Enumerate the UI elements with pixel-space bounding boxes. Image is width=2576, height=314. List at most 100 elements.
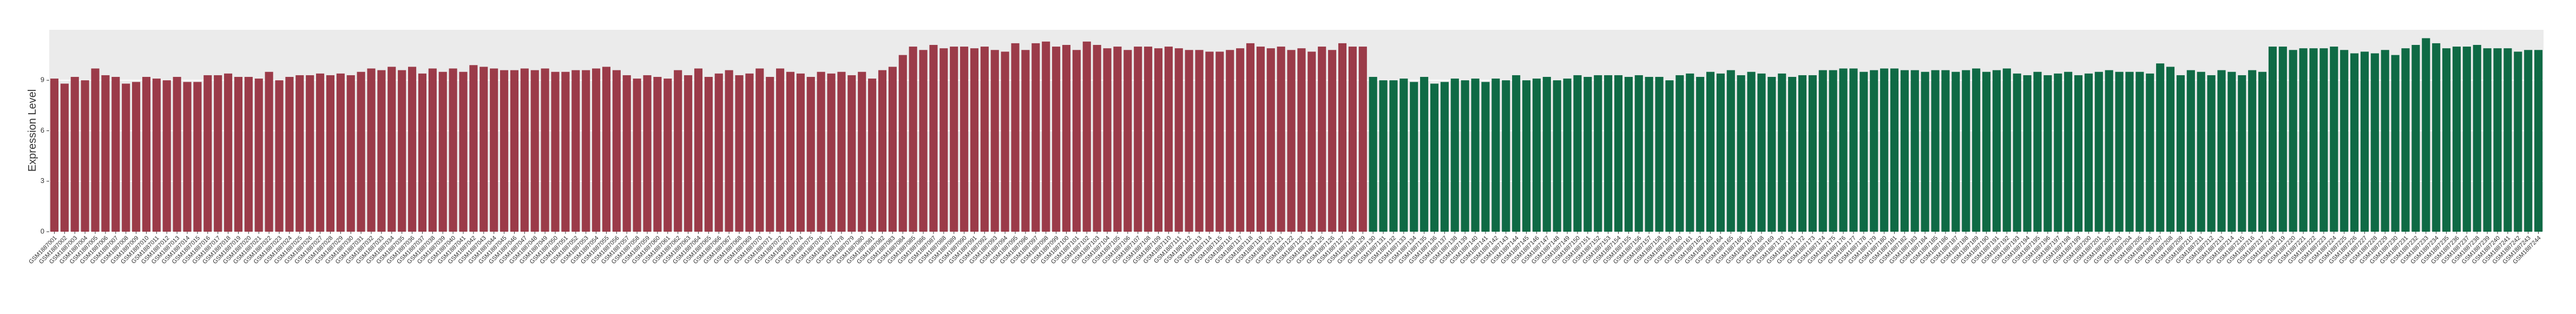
bar bbox=[2176, 75, 2185, 232]
bar bbox=[398, 70, 406, 232]
bar bbox=[2442, 48, 2451, 232]
bar bbox=[1624, 77, 1633, 232]
bar bbox=[1379, 80, 1388, 232]
bar bbox=[1706, 71, 1715, 232]
bar bbox=[1778, 73, 1786, 232]
bar bbox=[1266, 48, 1275, 232]
bar bbox=[459, 71, 468, 232]
bar bbox=[1808, 75, 1817, 232]
bar bbox=[2002, 68, 2011, 232]
bar bbox=[306, 75, 314, 232]
bar bbox=[735, 75, 744, 232]
bar bbox=[132, 82, 141, 232]
bar bbox=[2248, 70, 2257, 232]
bar bbox=[2503, 48, 2512, 232]
bar bbox=[1921, 71, 1929, 232]
bar bbox=[2146, 73, 2154, 232]
bar bbox=[653, 77, 662, 232]
bar bbox=[275, 80, 284, 232]
bar bbox=[1287, 50, 1296, 232]
bar bbox=[490, 68, 498, 232]
bar bbox=[1829, 70, 1837, 232]
bar bbox=[2391, 55, 2400, 232]
bar bbox=[1154, 48, 1163, 232]
bar bbox=[1982, 71, 1991, 232]
bar bbox=[193, 82, 202, 232]
bar bbox=[70, 77, 79, 232]
bar bbox=[316, 73, 325, 232]
bar bbox=[2156, 63, 2165, 232]
bar bbox=[847, 75, 856, 232]
bar bbox=[1369, 77, 1377, 232]
bar bbox=[2054, 73, 2062, 232]
bar bbox=[1164, 47, 1173, 232]
bar bbox=[162, 80, 171, 232]
bar bbox=[1461, 80, 1469, 232]
bar bbox=[1655, 77, 1664, 232]
bar bbox=[1338, 43, 1347, 232]
bar bbox=[1031, 43, 1040, 232]
bar bbox=[827, 73, 836, 232]
bar bbox=[1205, 51, 1214, 232]
bar bbox=[510, 70, 519, 232]
bar bbox=[479, 67, 488, 232]
bar bbox=[2238, 75, 2246, 232]
bar bbox=[438, 71, 447, 232]
bar bbox=[1716, 73, 1725, 232]
bar bbox=[2524, 50, 2533, 232]
bar bbox=[1604, 75, 1613, 232]
bar bbox=[1931, 70, 1940, 232]
bar bbox=[1481, 82, 1490, 232]
bar bbox=[806, 77, 815, 232]
bar bbox=[817, 71, 825, 232]
bar bbox=[725, 70, 733, 232]
bar bbox=[2166, 67, 2175, 232]
bar bbox=[1880, 68, 1889, 232]
bar bbox=[1737, 75, 1745, 232]
bar bbox=[2043, 75, 2052, 232]
y-tick-label: 9 bbox=[41, 76, 44, 84]
bar bbox=[1328, 50, 1337, 232]
bar bbox=[622, 75, 631, 232]
bar bbox=[1890, 68, 1899, 232]
bar bbox=[2330, 47, 2338, 232]
bar bbox=[2074, 75, 2083, 232]
bar bbox=[1757, 73, 1766, 232]
bar bbox=[878, 70, 887, 232]
bar bbox=[776, 68, 785, 232]
bar bbox=[663, 78, 672, 232]
bar bbox=[970, 48, 979, 232]
bar bbox=[2289, 50, 2297, 232]
bar bbox=[520, 68, 529, 232]
bar bbox=[2186, 70, 2195, 232]
bar bbox=[1450, 78, 1459, 232]
bar bbox=[1430, 83, 1439, 232]
bar bbox=[1174, 48, 1183, 232]
bar bbox=[254, 78, 263, 232]
bar bbox=[1185, 50, 1193, 232]
bar bbox=[694, 68, 703, 232]
bar bbox=[2370, 53, 2379, 232]
bar bbox=[2135, 71, 2144, 232]
bar bbox=[766, 77, 774, 232]
bar bbox=[1399, 78, 1408, 232]
bar bbox=[1614, 75, 1623, 232]
bar bbox=[1195, 50, 1204, 232]
bar bbox=[888, 67, 897, 232]
bar bbox=[1553, 80, 1561, 232]
bar bbox=[858, 71, 866, 232]
bar bbox=[418, 73, 427, 232]
bar bbox=[2105, 70, 2113, 232]
bar bbox=[960, 47, 969, 232]
bar bbox=[1410, 82, 1418, 232]
bar bbox=[1859, 71, 1868, 232]
bar bbox=[1236, 48, 1245, 232]
bar bbox=[336, 73, 345, 232]
bar bbox=[2411, 44, 2420, 232]
bar bbox=[1318, 47, 1326, 232]
bar bbox=[643, 75, 652, 232]
bar bbox=[1798, 75, 1807, 232]
bar bbox=[1420, 77, 1429, 232]
bar bbox=[1256, 47, 1265, 232]
